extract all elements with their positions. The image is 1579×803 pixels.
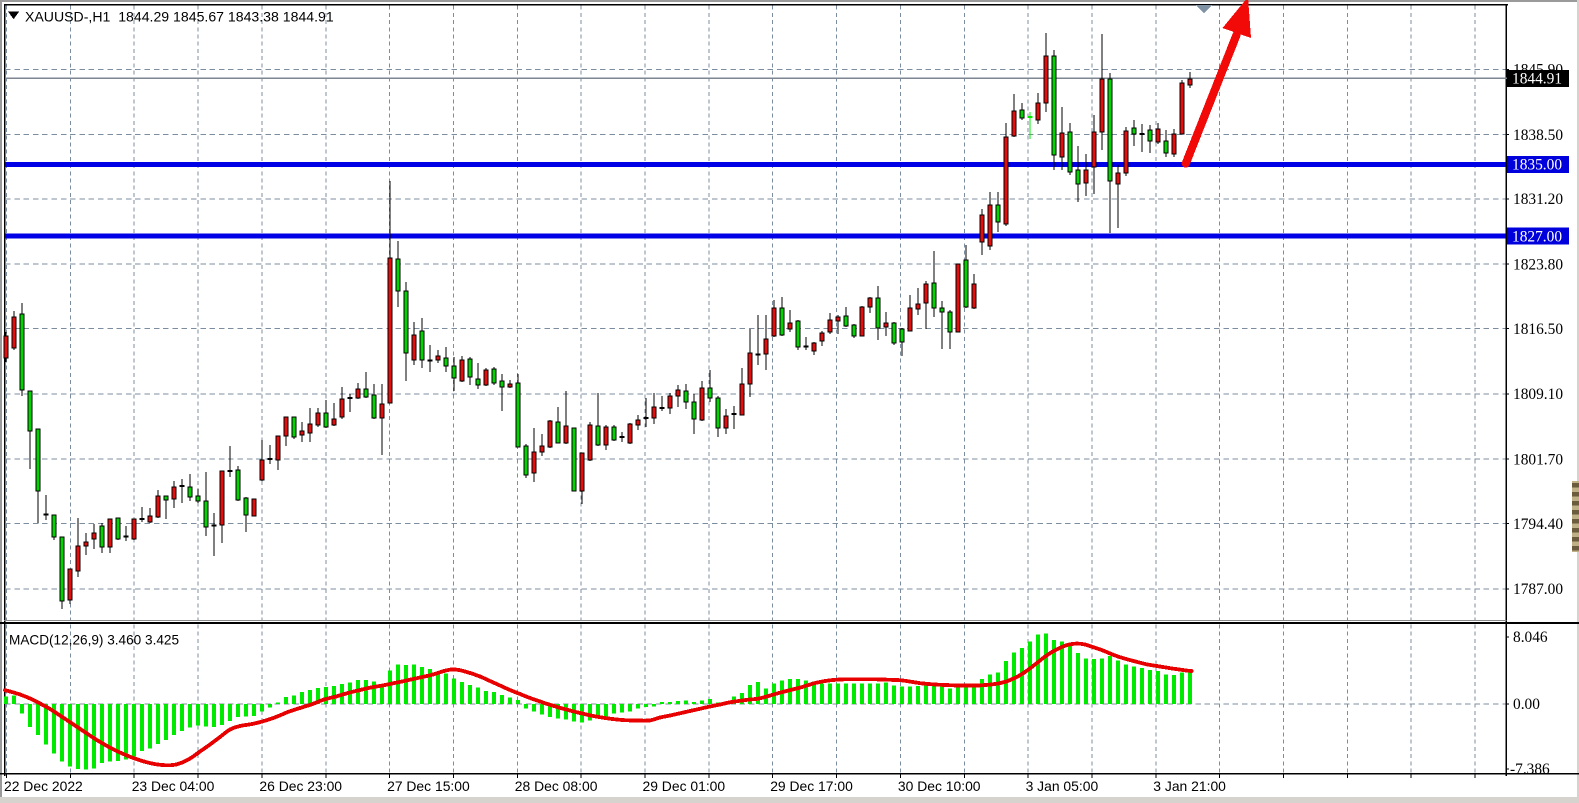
svg-text:1844.91: 1844.91: [1512, 70, 1562, 87]
svg-text:1801.70: 1801.70: [1513, 451, 1563, 468]
svg-text:1831.20: 1831.20: [1513, 191, 1563, 208]
svg-text:MACD(12,26,9) 3.460 3.425: MACD(12,26,9) 3.460 3.425: [9, 633, 179, 648]
svg-text:1838.50: 1838.50: [1513, 127, 1563, 144]
svg-text:1816.50: 1816.50: [1513, 321, 1563, 338]
svg-text:XAUUSD-,H1 1844.29 1845.67 18: XAUUSD-,H1 1844.29 1845.67 1843.38 1844.…: [25, 9, 334, 25]
svg-text:1823.80: 1823.80: [1513, 256, 1563, 273]
svg-text:3 Jan 21:00: 3 Jan 21:00: [1153, 778, 1226, 794]
svg-text:26 Dec 23:00: 26 Dec 23:00: [259, 778, 342, 794]
svg-text:29 Dec 01:00: 29 Dec 01:00: [643, 778, 726, 794]
svg-text:1827.00: 1827.00: [1512, 228, 1562, 245]
svg-text:0.00: 0.00: [1513, 696, 1540, 713]
svg-text:1787.00: 1787.00: [1513, 581, 1563, 598]
svg-text:23 Dec 04:00: 23 Dec 04:00: [132, 778, 215, 794]
svg-text:-7.386: -7.386: [1510, 761, 1550, 778]
svg-text:8.046: 8.046: [1513, 629, 1548, 646]
svg-text:3 Jan 05:00: 3 Jan 05:00: [1026, 778, 1099, 794]
svg-text:1835.00: 1835.00: [1512, 157, 1562, 174]
svg-text:30 Dec 10:00: 30 Dec 10:00: [898, 778, 981, 794]
svg-text:29 Dec 17:00: 29 Dec 17:00: [770, 778, 853, 794]
svg-text:22 Dec 2022: 22 Dec 2022: [4, 778, 83, 794]
svg-text:1809.10: 1809.10: [1513, 386, 1563, 403]
svg-text:27 Dec 15:00: 27 Dec 15:00: [387, 778, 470, 794]
svg-text:28 Dec 08:00: 28 Dec 08:00: [515, 778, 598, 794]
svg-text:1794.40: 1794.40: [1513, 516, 1563, 533]
